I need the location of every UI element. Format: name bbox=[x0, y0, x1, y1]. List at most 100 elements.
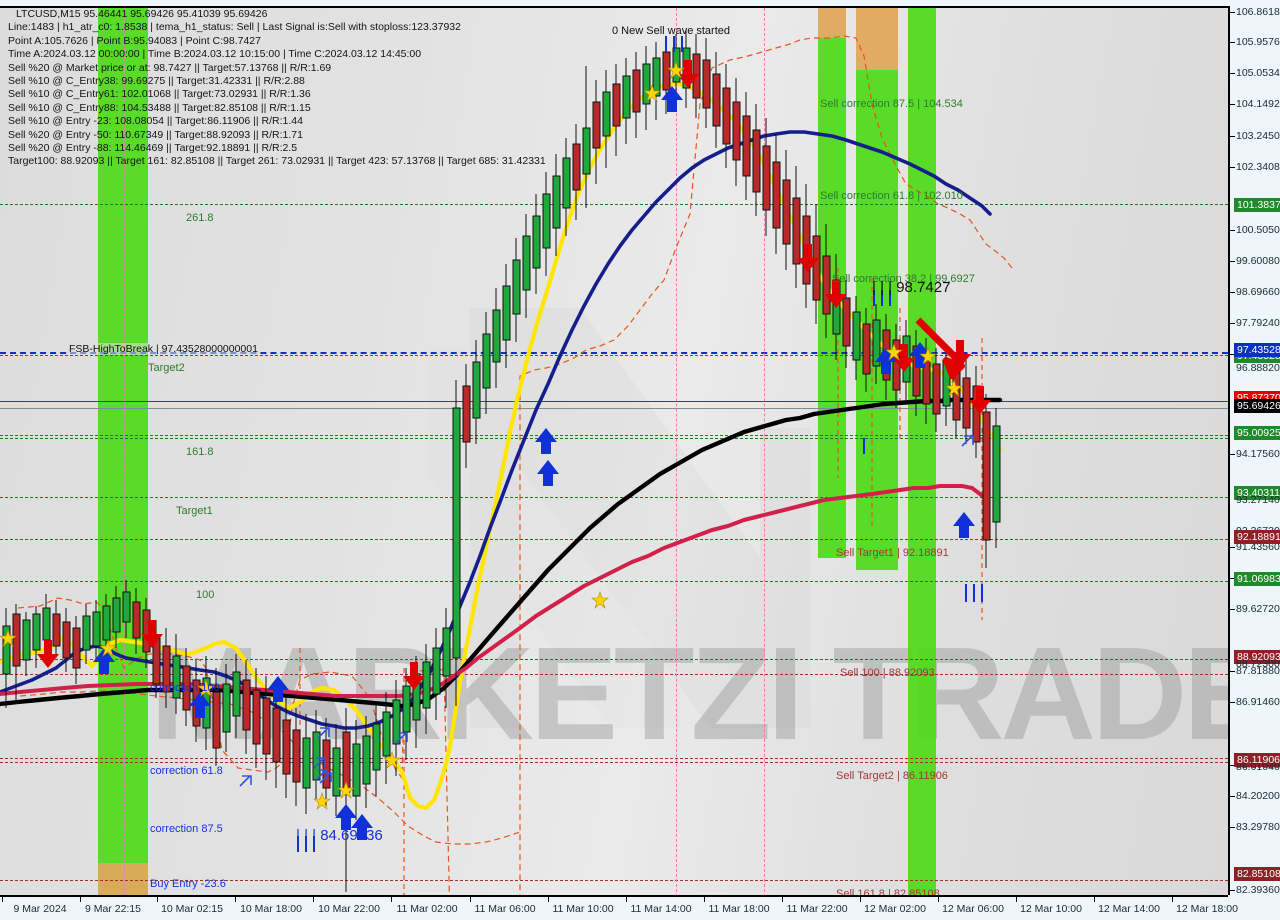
signal-arrow-outline bbox=[239, 435, 974, 787]
price-chart-canvas[interactable]: MARKETZI TRADE bbox=[0, 6, 1228, 897]
signal-arrow-long-sell bbox=[915, 317, 965, 379]
annotation-new-sell-wave: 0 New Sell wave started bbox=[612, 25, 730, 37]
signal-band-green bbox=[98, 8, 148, 897]
info-line-sell-c61: Sell %10 @ C_Entry61: 102.01068 || Targe… bbox=[8, 88, 311, 101]
level-line-fsb-high bbox=[0, 352, 1228, 354]
price-tick-label: 99.60080 bbox=[1236, 255, 1280, 267]
crosshair-vertical-left bbox=[124, 8, 125, 897]
annotation-fib-100: 100 bbox=[196, 589, 215, 601]
price-tick-label: 105.95760 bbox=[1236, 36, 1280, 48]
price-tick-label: 87.81880 bbox=[1236, 665, 1280, 677]
signal-band-orange bbox=[818, 8, 846, 38]
annotation-target1: Target1 bbox=[176, 505, 213, 517]
price-level-95-00925: 95.00925 bbox=[1234, 426, 1280, 440]
time-tick-label: 12 Mar 06:00 bbox=[942, 903, 1004, 915]
time-tick-label: 10 Mar 02:15 bbox=[161, 903, 223, 915]
annotation-correction-100: correction 100 bbox=[150, 682, 220, 694]
level-line-sell-161-8 bbox=[0, 880, 1228, 881]
level-line-161-8 bbox=[0, 438, 1228, 439]
pivot-tick-marks bbox=[297, 36, 983, 852]
price-tick-label: 97.79240 bbox=[1236, 317, 1280, 329]
price-level-93-27140: 93.27140 bbox=[1236, 494, 1280, 506]
annotation-sell-correction-61-8: Sell correction 61.8 | 102.010 bbox=[820, 190, 963, 202]
time-tick-label: 12 Mar 18:00 bbox=[1176, 903, 1238, 915]
level-line-ask bbox=[0, 408, 1228, 409]
crosshair-vertical-mid bbox=[676, 8, 677, 897]
info-line-sell-c38: Sell %10 @ C_Entry38: 99.69275 || Target… bbox=[8, 75, 305, 88]
signal-arrow-up bbox=[93, 86, 975, 840]
price-level-93-40311: 93.40311 bbox=[1234, 486, 1280, 500]
annotation-sell-target2: Sell Target2 | 86.11906 bbox=[836, 770, 948, 782]
time-axis[interactable]: 9 Mar 2024 9 Mar 22:15 10 Mar 02:15 10 M… bbox=[0, 895, 1238, 920]
signal-arrow-down bbox=[37, 60, 991, 690]
time-tick-label: 9 Mar 2024 bbox=[13, 903, 67, 915]
price-level-88-92093: 88.92093 bbox=[1234, 650, 1280, 664]
level-line-sell-target1 bbox=[0, 539, 1228, 540]
price-level-97-43528: 97.43528 bbox=[1234, 343, 1280, 357]
price-tick-label: 96.88820 bbox=[1236, 362, 1280, 374]
info-line-points: Point A:105.7626 | Point B:95.94083 | Po… bbox=[8, 34, 261, 47]
price-tick-label: 89.62720 bbox=[1236, 603, 1280, 615]
ema-navy-curve bbox=[0, 130, 992, 730]
price-axis-line bbox=[1228, 6, 1230, 895]
level-line-target1 bbox=[0, 497, 1228, 498]
annotation-sell-correction-38-2: Sell correction 38.2 | 99.6927 bbox=[832, 273, 975, 285]
info-line-sell-e50: Sell %20 @ Entry -50: 110.67349 || Targe… bbox=[8, 128, 303, 141]
price-level-86-01040: 86.01040 bbox=[1236, 761, 1280, 773]
crosshair-vertical-right bbox=[764, 8, 765, 897]
annotation-point-c-price: | | | 98.7427 bbox=[872, 279, 951, 296]
fractal-band-upper bbox=[17, 35, 1013, 897]
time-tick-label: 11 Mar 02:00 bbox=[396, 903, 458, 915]
level-line-sell-target2 bbox=[0, 762, 1228, 763]
signal-band-green bbox=[908, 8, 936, 568]
time-tick-label: 12 Mar 10:00 bbox=[1020, 903, 1082, 915]
price-tick-label: 100.50500 bbox=[1236, 224, 1280, 236]
annotation-fsb-high-to-break: FSB-HighToBreak | 97.43528000000001 bbox=[67, 343, 260, 355]
annotation-sell-161-8: Sell 161.8 | 82.85108 bbox=[836, 888, 940, 897]
price-level-82-85108: 82.85108 bbox=[1234, 867, 1280, 881]
annotation-point-b-price: | | | 84.69536 bbox=[296, 827, 383, 844]
ema-crimson-curve bbox=[0, 484, 990, 698]
info-line-targets: Target100: 88.92093 || Target 161: 82.85… bbox=[8, 155, 546, 168]
level-line-sell-100 bbox=[0, 659, 1228, 660]
price-level-86-11906: 86.11906 bbox=[1234, 753, 1280, 767]
price-tick-label: 106.86180 bbox=[1236, 6, 1280, 18]
level-line-bid bbox=[0, 401, 1228, 402]
price-tick-label: 94.17560 bbox=[1236, 448, 1280, 460]
price-tick-label: 103.24500 bbox=[1236, 130, 1280, 142]
price-level-91-06983: 91.06983 bbox=[1234, 572, 1280, 586]
time-tick-label: 11 Mar 10:00 bbox=[552, 903, 614, 915]
price-tick-label: 84.20200 bbox=[1236, 790, 1280, 802]
indicator-curves bbox=[0, 30, 1013, 897]
annotation-sell-target1: Sell Target1 | 92.18891 bbox=[836, 547, 949, 559]
level-line-261-8 bbox=[0, 204, 1228, 205]
info-line-sell-market: Sell %20 @ Market price or at: 98.7427 |… bbox=[8, 61, 332, 74]
annotation-correction-61-8: correction 61.8 bbox=[150, 765, 223, 777]
info-line-status: Line:1483 | h1_atr_c0: 1.8538 | tema_h1_… bbox=[8, 21, 461, 34]
level-line-corr-61-8 bbox=[0, 758, 1228, 759]
signal-star bbox=[0, 61, 963, 810]
level-line-95-009 bbox=[0, 435, 1228, 436]
annotation-fib-261-8: 261.8 bbox=[186, 212, 214, 224]
info-line-times: Time A:2024.03.12 00:00:00 | Time B:2024… bbox=[8, 48, 422, 61]
level-line-corr-100 bbox=[0, 674, 1228, 675]
price-tick-label: 91.43560 bbox=[1236, 541, 1280, 553]
annotation-target2: Target2 bbox=[148, 362, 185, 374]
price-tick-label: 98.69660 bbox=[1236, 286, 1280, 298]
price-axis[interactable]: 106.86180 105.95760 105.05340 104.14920 … bbox=[1228, 0, 1280, 920]
time-tick-label: 11 Mar 22:00 bbox=[786, 903, 848, 915]
annotation-correction-87-5: correction 87.5 bbox=[150, 823, 223, 835]
time-tick-label: 12 Mar 02:00 bbox=[864, 903, 926, 915]
info-line-sell-e88: Sell %20 @ Entry -88: 114.46469 || Targe… bbox=[8, 142, 298, 155]
annotation-sell-100: Sell 100 | 88.92093 bbox=[840, 667, 935, 679]
price-level-88-72300: 88.72300 bbox=[1236, 658, 1280, 670]
price-tick-label: 86.91460 bbox=[1236, 696, 1280, 708]
level-line-100 bbox=[0, 581, 1228, 582]
chart-info-panel: LTCUSD,M15 95.46441 95.69426 95.41039 95… bbox=[8, 8, 546, 169]
price-tick-label: 82.39360 bbox=[1236, 884, 1280, 896]
info-line-sell-e23: Sell %10 @ Entry -23: 108.08054 || Targe… bbox=[8, 115, 303, 128]
price-tick-label: 102.34080 bbox=[1236, 161, 1280, 173]
price-level-92-18891: 92.18891 bbox=[1234, 530, 1280, 544]
price-level-95-69426: 95.69426 bbox=[1234, 399, 1280, 413]
